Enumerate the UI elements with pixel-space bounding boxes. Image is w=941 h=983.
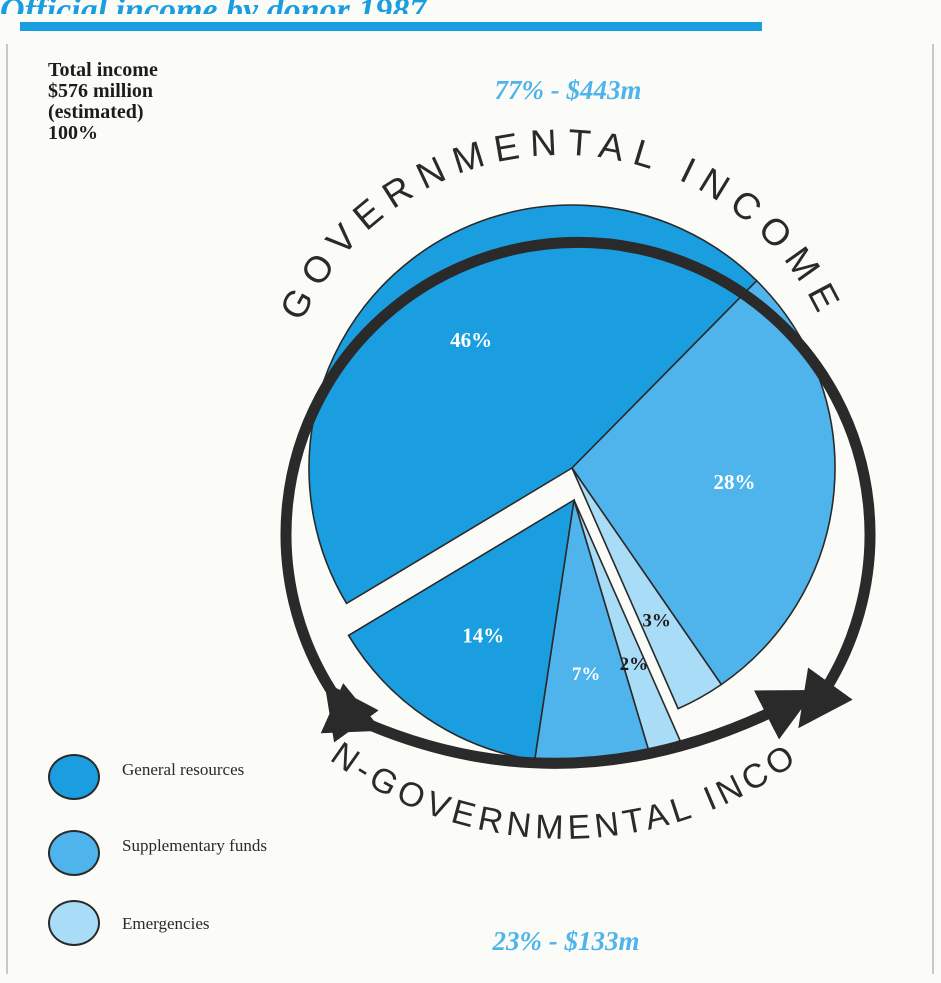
non-governmental-summary: 23% - $133m [492, 926, 640, 956]
legend-swatch-general-resources [48, 754, 100, 800]
legend-swatch-supplementary-funds [48, 830, 100, 876]
governmental-summary: 77% - $443m [495, 75, 642, 105]
pie-slice-label-1: 46% [450, 328, 492, 352]
pie-slice-label-3: 3% [642, 611, 671, 632]
legend-label: Emergencies [122, 914, 302, 933]
legend-label: Supplementary funds [122, 836, 302, 855]
pie-slice-label-6: 14% [462, 624, 504, 648]
pie-slice-label-4: 2% [620, 654, 649, 675]
pie-slice-label-5: 7% [572, 664, 601, 685]
pie-slice-label-2: 28% [713, 470, 755, 494]
legend-label: General resources [122, 760, 302, 779]
legend-swatch-emergencies [48, 900, 100, 946]
